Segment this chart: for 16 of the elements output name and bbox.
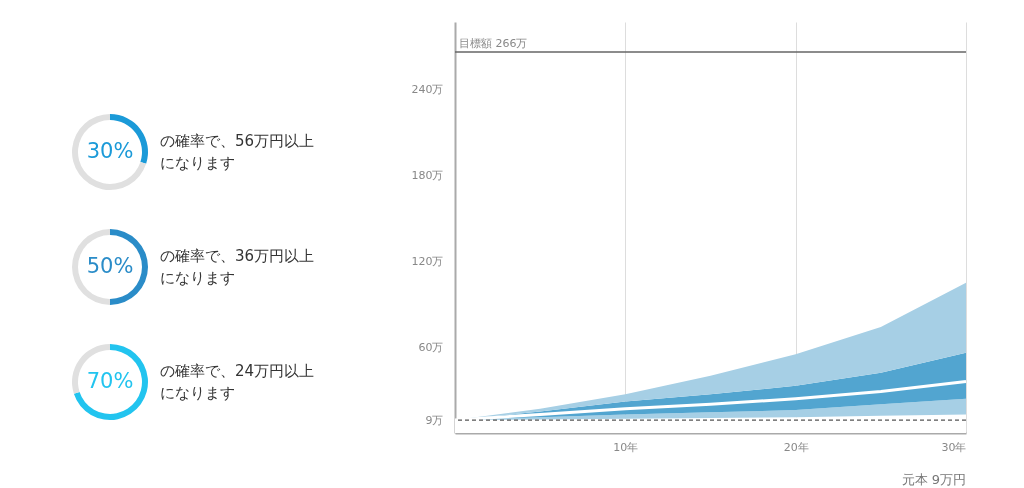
data-label: 70% [86, 369, 134, 393]
x-tick-label: 30年 [941, 440, 967, 454]
y-tick-label: 180万 [411, 168, 444, 182]
text: の確率で、24万円以上になります [160, 361, 316, 404]
y-tick-label: 240万 [411, 82, 444, 96]
text: 元本 9万円 [901, 472, 966, 487]
y-tick-label: 9万 [425, 413, 444, 427]
y-tick-label: 60万 [418, 340, 444, 354]
x-tick-label: 10年 [613, 440, 639, 454]
x-tick-label: 20年 [783, 440, 809, 454]
data-label: 30% [86, 139, 134, 163]
y-tick-label: 120万 [411, 254, 444, 268]
text: の確率で、56万円以上になります [160, 131, 316, 174]
text: の確率で、36万円以上になります [160, 246, 316, 289]
ref-line-label: 目標額 266万 [459, 37, 528, 51]
data-label: 50% [86, 254, 134, 278]
